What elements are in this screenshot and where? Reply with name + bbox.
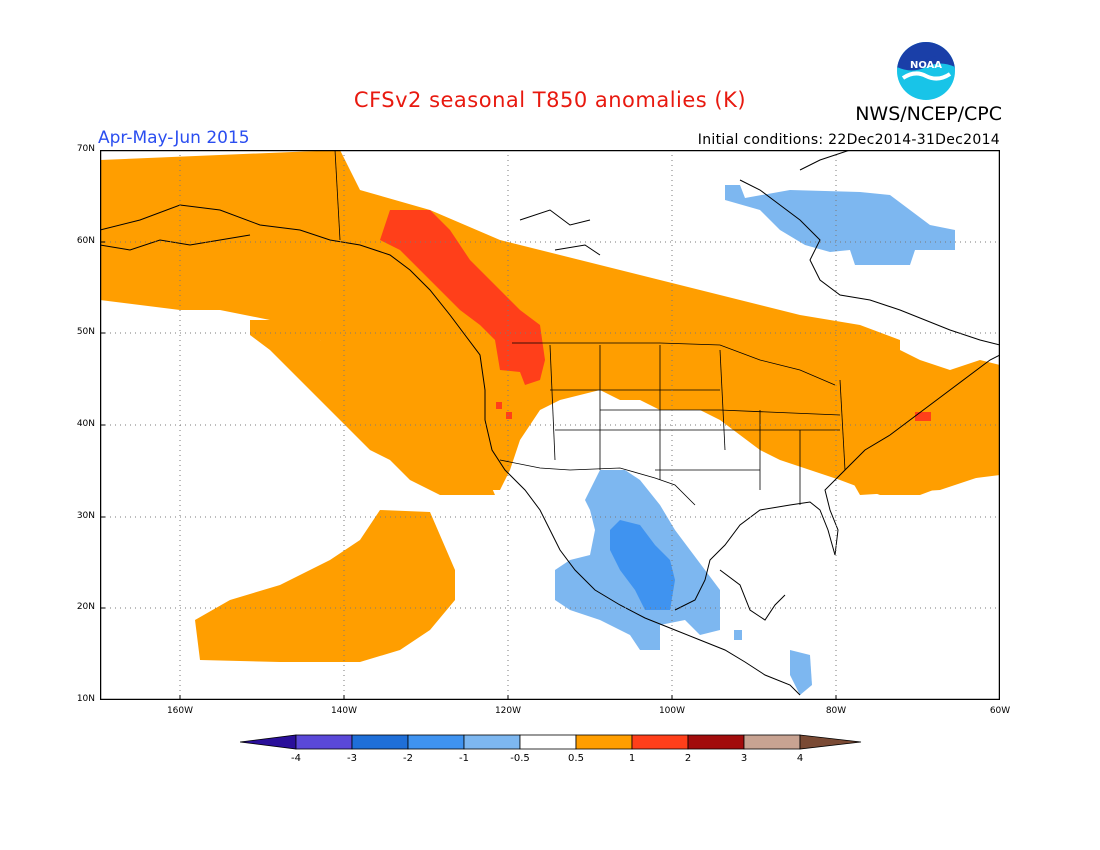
colorbar-swatch	[575, 734, 633, 750]
colorbar-swatch	[631, 734, 689, 750]
colorbar-label: -2	[403, 753, 413, 764]
colorbar-label: 3	[740, 753, 748, 764]
positive-anomaly-1-2	[380, 210, 931, 421]
lat-label: 70N	[76, 144, 95, 154]
agency-label: NWS/NCEP/CPC	[855, 103, 1002, 125]
colorbar	[240, 734, 862, 750]
lon-label: 120W	[494, 706, 522, 716]
political-boundaries	[334, 150, 846, 506]
colorbar-label: -4	[291, 753, 301, 764]
lat-label: 60N	[76, 236, 95, 246]
lon-label: 160W	[166, 706, 194, 716]
colorbar-label: 2	[684, 753, 692, 764]
colorbar-arrow-low	[240, 734, 297, 750]
anomaly-map	[100, 150, 1000, 700]
initial-conditions: Initial conditions: 22Dec2014-31Dec2014	[697, 132, 1000, 148]
negative-anomaly-1-2	[610, 520, 675, 610]
lat-label: 30N	[76, 511, 95, 521]
colorbar-swatch	[687, 734, 745, 750]
lon-label: 140W	[330, 706, 358, 716]
positive-anomaly-0.5-1	[100, 150, 1000, 662]
colorbar-swatch	[351, 734, 409, 750]
colorbar-swatch	[463, 734, 521, 750]
colorbar-swatch	[295, 734, 353, 750]
colorbar-label: 1	[628, 753, 636, 764]
colorbar-swatch	[743, 734, 801, 750]
lat-label: 50N	[76, 327, 95, 337]
forecast-period: Apr-May-Jun 2015	[98, 128, 250, 148]
lat-label: 20N	[76, 602, 95, 612]
lon-label: 60W	[989, 706, 1011, 716]
colorbar-label: -0.5	[510, 753, 530, 764]
colorbar-label: 0.5	[568, 753, 584, 764]
colorbar-label: 4	[796, 753, 804, 764]
lon-label: 100W	[658, 706, 686, 716]
lon-label: 80W	[825, 706, 847, 716]
lat-label: 40N	[76, 419, 95, 429]
colorbar-arrow-high	[799, 734, 862, 750]
colorbar-swatch	[519, 734, 577, 750]
colorbar-label: -1	[459, 753, 469, 764]
map-title: CFSv2 seasonal T850 anomalies (K)	[353, 88, 747, 112]
colorbar-label: -3	[347, 753, 357, 764]
map-frame	[100, 150, 1000, 700]
logo-text: NOAA	[910, 60, 942, 71]
lat-label: 10N	[76, 694, 95, 704]
graticule	[100, 150, 1000, 700]
noaa-logo: NOAA	[897, 42, 955, 100]
colorbar-swatch	[407, 734, 465, 750]
